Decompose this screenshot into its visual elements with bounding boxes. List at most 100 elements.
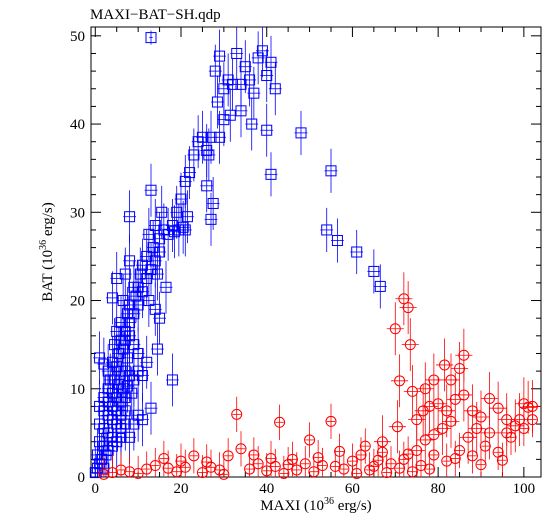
- data-point-circle: [509, 420, 521, 432]
- data-point-circle: [454, 362, 466, 374]
- data-point-square: [117, 383, 129, 395]
- data-point-circle: [389, 323, 401, 335]
- data-point-circle: [222, 450, 234, 462]
- data-point-circle: [141, 463, 153, 475]
- data-point-square: [156, 206, 168, 218]
- data-point-square: [261, 124, 273, 136]
- data-point-square: [117, 295, 129, 307]
- series-1: [89, 27, 387, 479]
- data-point-square: [201, 180, 213, 192]
- data-point-circle: [526, 400, 538, 412]
- data-point-circle: [381, 467, 393, 479]
- data-point-square: [126, 387, 138, 399]
- data-point-square: [111, 272, 123, 284]
- data-point-square: [374, 280, 386, 292]
- data-point-circle: [514, 414, 526, 426]
- data-point-circle: [436, 422, 448, 434]
- data-point-circle: [466, 405, 478, 417]
- data-point-square: [117, 343, 129, 355]
- data-point-square: [205, 213, 217, 225]
- data-point-circle: [124, 466, 136, 478]
- data-point-square: [203, 149, 215, 161]
- data-point-square: [179, 224, 191, 236]
- data-point-square: [235, 105, 247, 117]
- data-point-circle: [364, 464, 376, 476]
- x-tick-label: 40: [259, 481, 274, 497]
- data-point-circle: [179, 461, 191, 473]
- data-point-circle: [484, 392, 496, 404]
- data-point-circle: [394, 375, 406, 387]
- data-point-circle: [445, 374, 457, 386]
- data-point-square: [128, 418, 140, 430]
- data-point-square: [184, 167, 196, 179]
- data-point-square: [145, 32, 157, 44]
- data-point-square: [214, 50, 226, 62]
- data-point-circle: [466, 450, 478, 462]
- data-point-square: [136, 414, 148, 426]
- x-tick-label: 100: [513, 481, 536, 497]
- data-point-square: [124, 431, 136, 443]
- chart-title: MAXI−BAT−SH.qdp: [90, 7, 221, 23]
- data-point-square: [154, 246, 166, 258]
- data-point-square: [96, 453, 108, 465]
- data-point-square: [124, 370, 136, 382]
- data-point-square: [160, 281, 172, 293]
- data-point-circle: [252, 458, 264, 470]
- data-point-circle: [346, 455, 358, 467]
- data-point-square: [128, 374, 140, 386]
- x-axis-label-main: MAXI (10: [260, 498, 324, 514]
- x-axis-label-unit: erg/s): [334, 498, 372, 514]
- data-point-square: [211, 96, 223, 108]
- data-point-circle: [462, 431, 474, 443]
- data-point-circle: [231, 408, 243, 420]
- data-point-circle: [338, 463, 350, 475]
- data-point-circle: [441, 405, 453, 417]
- data-point-circle: [312, 452, 324, 464]
- data-point-square: [192, 136, 204, 148]
- data-point-circle: [218, 468, 230, 480]
- data-point-circle: [402, 302, 414, 314]
- data-point-square: [261, 70, 273, 82]
- data-point-circle: [404, 339, 416, 351]
- data-point-square: [166, 374, 178, 386]
- data-point-square: [325, 165, 337, 177]
- data-point-circle: [278, 467, 290, 479]
- data-point-square: [181, 211, 193, 223]
- data-point-circle: [304, 434, 316, 446]
- data-point-square: [121, 380, 133, 392]
- data-point-square: [132, 347, 144, 359]
- data-point-square: [179, 175, 191, 187]
- data-point-square: [201, 145, 213, 157]
- data-point-circle: [394, 462, 406, 474]
- data-point-circle: [351, 467, 363, 479]
- data-point-square: [295, 127, 307, 139]
- data-point-circle: [428, 374, 440, 386]
- data-point-square: [368, 265, 380, 277]
- data-point-square: [175, 193, 187, 205]
- data-point-square: [177, 221, 189, 233]
- data-point-square: [106, 292, 118, 304]
- data-point-circle: [479, 440, 491, 452]
- y-axis-label-exponent: 36: [38, 240, 49, 250]
- data-point-circle: [419, 383, 431, 395]
- data-point-square: [109, 339, 121, 351]
- data-point-square: [239, 61, 251, 73]
- data-point-square: [248, 87, 260, 99]
- data-point-circle: [299, 458, 311, 470]
- data-point-circle: [334, 445, 346, 457]
- data-point-square: [154, 312, 166, 324]
- data-point-circle: [432, 398, 444, 410]
- data-point-circle: [475, 459, 487, 471]
- data-point-square: [169, 226, 181, 238]
- data-point-circle: [274, 416, 286, 428]
- data-point-circle: [449, 452, 461, 464]
- data-point-circle: [196, 467, 208, 479]
- data-point-square: [109, 374, 121, 386]
- data-point-circle: [406, 385, 418, 397]
- data-point-square: [252, 52, 264, 64]
- data-point-square: [231, 47, 243, 59]
- data-point-circle: [449, 393, 461, 405]
- data-point-square: [106, 440, 118, 452]
- data-point-square: [136, 286, 148, 298]
